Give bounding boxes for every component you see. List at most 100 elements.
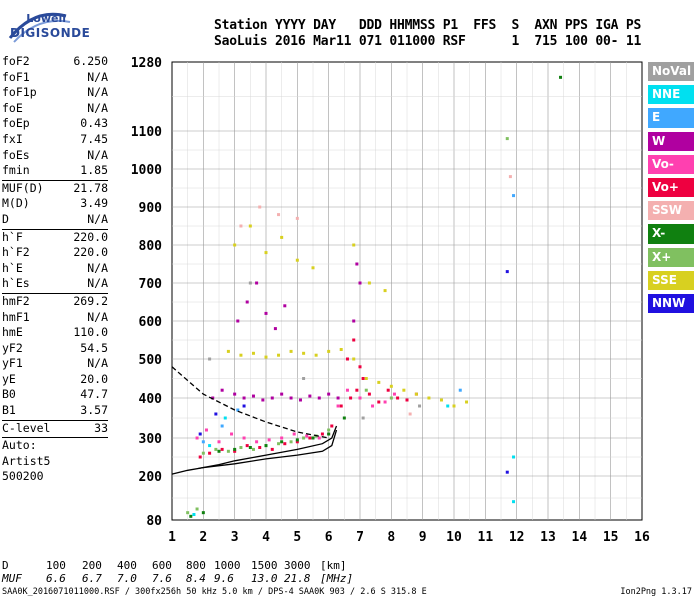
param-row: B1 3.57 [2, 403, 108, 419]
echo-point-xminus [295, 438, 299, 442]
echo-point-voplus [208, 451, 212, 455]
param-value: 47.7 [80, 387, 108, 402]
muf-value: 9.6 [214, 572, 234, 585]
echo-point-w [280, 392, 284, 396]
echo-point-sse [280, 235, 284, 239]
param-row: M(D) 3.49 [2, 196, 108, 212]
logo-arc-graphic [8, 12, 71, 43]
autoscale-info: Auto: [2, 438, 37, 453]
echo-point-w [352, 319, 356, 323]
legend-item-xminus: X- [648, 224, 694, 248]
echo-point-sse [251, 351, 255, 355]
distance-value: [km] [320, 559, 347, 572]
echo-point-voplus [355, 388, 359, 392]
echo-point-sse [277, 353, 281, 357]
echo-point-vominus [280, 436, 284, 440]
echo-point-voplus [367, 392, 371, 396]
distance-value: 100 [46, 559, 66, 572]
legend-item-ssw: SSW [648, 201, 694, 225]
echo-point-nne [512, 500, 516, 504]
param-row: MUF(D) 21.78 [2, 181, 108, 197]
param-name: hmF2 [2, 293, 30, 308]
echo-point-sse [389, 384, 393, 388]
param-name: hmF1 [2, 309, 30, 324]
echo-point-sse [439, 398, 443, 402]
param-value: N/A [87, 260, 108, 275]
legend-item-nne: NNE [648, 85, 694, 109]
param-value: 7.45 [80, 131, 108, 146]
echo-point-nne [446, 404, 450, 408]
echo-point-voplus [258, 446, 262, 449]
param-divider [2, 228, 108, 230]
param-row: h`F2 220.0 [2, 245, 108, 261]
y-tick-label: 1100 [131, 125, 162, 140]
echo-point-vominus [195, 436, 199, 440]
echo-point-sse [402, 388, 406, 392]
echo-point-voplus [358, 365, 362, 369]
virtual-height-trace-curve [198, 425, 338, 470]
echo-point-voplus [295, 440, 299, 444]
echo-point-xminus [248, 446, 252, 449]
echo-point-w [264, 311, 268, 315]
echo-point-vominus [317, 436, 321, 440]
echo-point-voplus [361, 377, 365, 380]
echo-point-w [283, 304, 287, 308]
polarization-legend: NoVal NNE E W Vo- Vo+ SSW X- X+ SSE NNW [648, 62, 694, 318]
echo-point-xplus [201, 451, 205, 455]
param-row: hmE 110.0 [2, 325, 108, 341]
param-row: hmF2 269.2 [2, 294, 108, 310]
param-row: D N/A [2, 212, 108, 228]
echo-point-nnw [242, 404, 246, 408]
x-tick-label: 16 [634, 530, 650, 545]
echo-point-xplus [239, 446, 243, 449]
param-value: 0.43 [80, 116, 108, 131]
param-value: N/A [87, 356, 108, 371]
x-tick-label: 5 [293, 530, 301, 545]
echo-point-noval [302, 377, 306, 380]
legend-item-w: W [648, 131, 694, 155]
echo-point-sse [264, 355, 268, 359]
muf-value: 6.7 [82, 572, 102, 585]
echo-point-noval [248, 281, 252, 285]
echo-point-vominus [345, 388, 349, 392]
y-tick-label: 800 [139, 239, 163, 254]
param-value: 220.0 [73, 229, 108, 244]
legend-item-nnw: NNW [648, 293, 694, 318]
distance-value: 400 [117, 559, 137, 572]
echo-point-w [255, 281, 259, 285]
echo-point-xplus [214, 447, 218, 451]
echo-point-nne [223, 416, 227, 420]
y-tick-label: 700 [139, 277, 163, 292]
param-value: N/A [87, 100, 108, 115]
param-divider [2, 179, 108, 181]
echo-point-sse [377, 380, 381, 384]
x-tick-label: 11 [478, 530, 494, 545]
lowell-digisonde-logo: Lowell DIGISONDE [4, 8, 90, 48]
echo-point-xplus [226, 449, 230, 453]
param-name: fmin [2, 163, 30, 178]
param-name: M(D) [2, 196, 30, 211]
echo-point-voplus [345, 357, 349, 361]
x-tick-label: 3 [231, 530, 239, 545]
x-tick-label: 2 [199, 530, 207, 545]
echo-point-vominus [230, 432, 234, 436]
muf-value: 7.6 [152, 572, 172, 585]
echo-point-nne [192, 513, 196, 516]
y-tick-label: 80 [146, 514, 162, 529]
echo-point-vominus [305, 434, 309, 438]
echo-point-xminus [201, 511, 205, 515]
x-tick-label: 10 [446, 530, 462, 545]
echo-point-vominus [255, 440, 259, 444]
echo-point-xplus [364, 388, 368, 392]
param-row: foEs N/A [2, 148, 108, 164]
echo-point-sse [465, 400, 469, 404]
y-tick-label: 600 [139, 315, 163, 330]
echo-point-w [358, 281, 362, 285]
echo-point-xminus [342, 416, 346, 420]
param-value: 3.57 [80, 403, 108, 418]
param-name: foF1 [2, 69, 30, 84]
param-row: foEp 0.43 [2, 116, 108, 132]
echo-point-w [233, 392, 237, 396]
param-row: foF1 N/A [2, 70, 108, 86]
echo-point-ssw [239, 224, 243, 228]
